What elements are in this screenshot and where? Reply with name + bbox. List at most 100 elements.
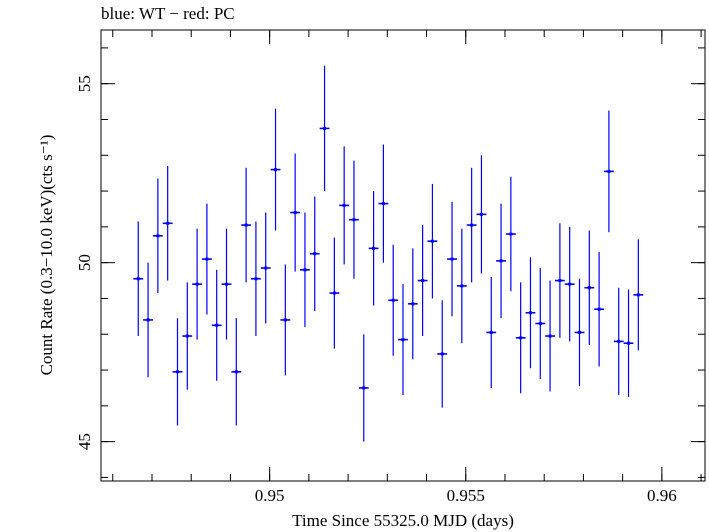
data-point <box>270 108 281 231</box>
point-marker <box>195 282 199 286</box>
data-point <box>505 176 516 292</box>
data-point <box>358 334 369 442</box>
axis-labels: 0.95 0.955 0.96 45 50 55 <box>75 75 677 505</box>
point-marker <box>401 338 405 342</box>
point-marker <box>391 298 395 302</box>
y-axis-label: Count Rate (0.3−10.0 keV)(cts s⁻¹) <box>37 135 56 376</box>
point-marker <box>323 126 327 130</box>
point-marker <box>136 277 140 281</box>
data-point <box>339 146 350 265</box>
point-marker <box>509 232 513 236</box>
point-marker <box>274 168 278 172</box>
point-marker <box>450 257 454 261</box>
point-marker <box>381 202 385 206</box>
data-point <box>417 225 428 337</box>
point-marker <box>617 339 621 343</box>
point-marker <box>372 246 376 250</box>
point-marker <box>440 352 444 356</box>
data-point <box>300 212 310 328</box>
axis-ticks <box>101 30 705 481</box>
data-point <box>604 110 614 233</box>
point-marker <box>303 268 307 272</box>
point-marker <box>460 284 464 288</box>
data-point <box>192 228 202 340</box>
data-point <box>143 262 153 378</box>
point-marker <box>558 279 562 283</box>
data-point <box>398 284 408 396</box>
data-point <box>290 153 301 272</box>
point-marker <box>342 203 346 207</box>
data-point <box>241 167 252 283</box>
x-tick-label: 0.96 <box>647 486 677 505</box>
y-tick-label: 45 <box>75 433 94 450</box>
data-point <box>574 278 585 387</box>
data-point <box>378 144 389 263</box>
data-point <box>486 276 497 388</box>
x-tick-label: 0.95 <box>255 486 285 505</box>
plot-frame <box>100 29 706 482</box>
data-point <box>201 203 212 315</box>
point-marker <box>411 302 415 306</box>
data-point <box>319 65 330 192</box>
data-point <box>466 167 477 283</box>
point-marker <box>479 212 483 216</box>
data-point <box>613 287 624 396</box>
data-point <box>437 300 448 408</box>
point-marker <box>205 257 209 261</box>
point-marker <box>175 370 179 374</box>
point-marker <box>352 218 356 222</box>
data-point <box>515 282 526 394</box>
data-point <box>535 268 546 379</box>
point-marker <box>225 282 229 286</box>
data-point <box>329 237 340 349</box>
data-point <box>456 228 467 344</box>
data-point <box>407 248 418 360</box>
point-marker <box>607 169 611 173</box>
point-marker <box>234 370 238 374</box>
data-point <box>545 280 555 392</box>
point-marker <box>283 318 287 322</box>
data-point <box>594 251 605 367</box>
data-point <box>309 196 320 311</box>
data-point <box>368 191 379 306</box>
point-marker <box>597 307 601 311</box>
data-point <box>427 183 438 299</box>
data-point <box>496 203 506 319</box>
point-marker <box>244 223 248 227</box>
data-point <box>280 264 291 376</box>
point-marker <box>185 334 189 338</box>
point-marker <box>519 336 523 340</box>
point-marker <box>577 330 581 334</box>
point-marker <box>430 239 434 243</box>
data-point <box>251 221 261 337</box>
point-marker <box>332 291 336 295</box>
data-point <box>211 269 222 381</box>
data-point <box>172 318 183 426</box>
data-point <box>133 221 144 337</box>
point-marker <box>254 277 258 281</box>
point-marker <box>548 334 552 338</box>
point-marker <box>313 252 317 256</box>
data-point <box>221 228 232 340</box>
data-series <box>133 65 644 442</box>
data-point <box>260 212 271 324</box>
data-point <box>388 244 399 356</box>
point-marker <box>293 211 297 215</box>
point-marker <box>146 318 150 322</box>
point-marker <box>538 322 542 326</box>
data-point <box>349 160 359 279</box>
data-point <box>554 223 565 338</box>
point-marker <box>156 234 160 238</box>
data-point <box>564 226 575 342</box>
point-marker <box>528 311 532 315</box>
point-marker <box>264 266 268 270</box>
point-marker <box>568 282 572 286</box>
data-point <box>633 239 644 351</box>
point-marker <box>166 221 170 225</box>
data-point <box>476 155 487 274</box>
point-marker <box>421 279 425 283</box>
data-point <box>623 289 634 397</box>
x-axis-label: Time Since 55325.0 MJD (days) <box>292 511 514 530</box>
data-point <box>584 230 595 345</box>
point-marker <box>470 223 474 227</box>
